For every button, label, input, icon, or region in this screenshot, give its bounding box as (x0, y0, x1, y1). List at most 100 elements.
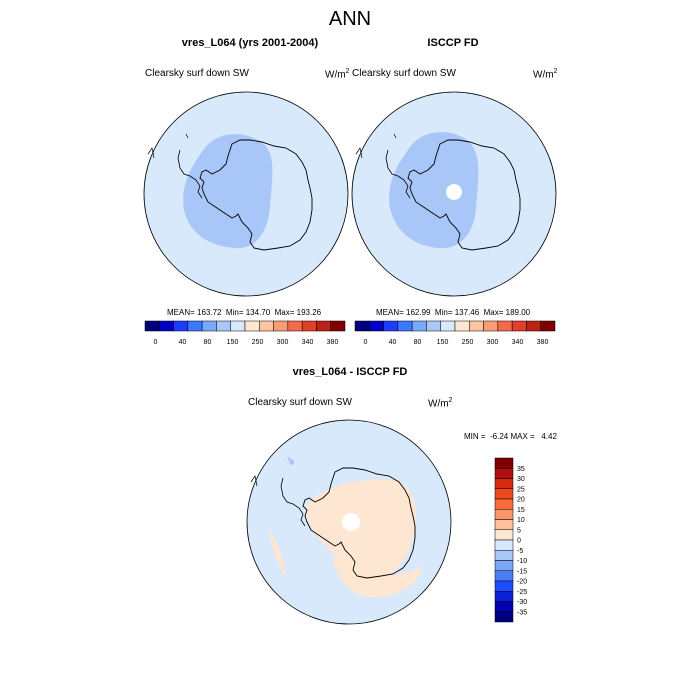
colorbar-2-swatch (411, 320, 427, 332)
colorbar-1-swatch (301, 320, 317, 332)
colorbar-3-tick-label: -25 (517, 589, 527, 596)
panel-2-variable-label: Clearsky surf down SW (352, 68, 456, 79)
panel-2-title: ISCCP FD (427, 37, 479, 49)
colorbar-3-swatch (494, 570, 514, 582)
panel-1-title: vres_L064 (yrs 2001-2004) (181, 37, 319, 49)
colorbar-1-tick-label: 150 (227, 339, 239, 346)
colorbar-2-swatch (526, 320, 541, 332)
map-2-polar-gap (446, 184, 462, 200)
colorbar-3-swatch (494, 478, 514, 489)
panel-3-title: vres_L064 - ISCCP FD (292, 366, 408, 378)
colorbar-3-swatch (494, 611, 514, 623)
panel-2-stats: MEAN= 162.99 Min= 137.46 Max= 189.00 (376, 308, 531, 317)
colorbar-3-swatch (494, 509, 514, 520)
colorbar-1-tick-label: 340 (302, 339, 314, 346)
colorbar-1-swatch (173, 320, 189, 332)
colorbar-1: 0 40 80 150 250 300 340 380 (144, 320, 346, 346)
colorbar-3-tick-label: 30 (517, 476, 525, 483)
panel-1-variable-label: Clearsky surf down SW (145, 68, 249, 79)
map-3-polar-gap (342, 513, 360, 531)
map-3-positive-anomaly-continent (305, 479, 417, 578)
colorbar-3-tick-label: -10 (517, 558, 527, 565)
map-2-south-america-tip (355, 147, 363, 159)
colorbar-3-swatch (494, 539, 514, 551)
map-1-interior-band (183, 134, 273, 249)
colorbar-2-tick-label: 40 (389, 339, 397, 346)
map-3-negative-anomaly (287, 456, 295, 466)
colorbar-3-tick-label: 25 (517, 486, 525, 493)
colorbar-1-swatch (244, 320, 260, 332)
colorbar-1-swatch (230, 320, 246, 332)
colorbar-2-swatch (469, 320, 484, 332)
colorbar-2-tick-label: 340 (512, 339, 524, 346)
colorbar-3-tick-label: 0 (517, 538, 521, 545)
colorbar-1-tick-label: 0 (154, 339, 158, 346)
colorbar-3-swatch (494, 457, 514, 469)
colorbar-1-swatch (159, 320, 174, 332)
panel-3-unit: W/m2 (428, 397, 453, 410)
colorbar-3-tick-label: -30 (517, 599, 527, 606)
colorbar-1-tick-label: 250 (252, 339, 264, 346)
panel-3-stats: MIN = -6.24 MAX = 4.42 (464, 432, 557, 441)
colorbar-2-tick-label: 80 (414, 339, 422, 346)
map-1-antarctica-coastline (199, 139, 313, 251)
colorbar-2-tick-label: 300 (487, 339, 499, 346)
colorbar-1-tick-label: 380 (327, 339, 339, 346)
colorbar-3-tick-label: 20 (517, 497, 525, 504)
colorbar-2-tick-label: 0 (364, 339, 368, 346)
panel-2-unit: W/m2 (533, 68, 558, 81)
colorbar-1-tick-label: 300 (277, 339, 289, 346)
page-title: ANN (328, 8, 372, 30)
colorbar-1-swatch (273, 320, 289, 332)
colorbar-2-swatch (540, 320, 556, 332)
colorbar-3-swatch (494, 488, 514, 500)
colorbar-1-swatch (216, 320, 231, 332)
colorbar-3-swatch (494, 529, 514, 541)
colorbar-2: 0 40 80 150 250 300 340 380 (354, 320, 556, 346)
colorbar-1-swatch (144, 320, 160, 332)
map-2 (351, 91, 557, 297)
panel-1-stats: MEAN= 163.72 Min= 134.70 Max= 193.26 (167, 308, 322, 317)
colorbar-2-tick-label: 250 (462, 339, 474, 346)
colorbar-2-swatch (497, 320, 513, 332)
map-3-positive-anomaly-west (269, 532, 287, 576)
colorbar-2-swatch (383, 320, 399, 332)
map-3-antarctica-coastline (302, 467, 416, 579)
colorbar-3-swatch (494, 468, 514, 479)
colorbar-2-swatch (511, 320, 527, 332)
map-1-island (185, 133, 189, 139)
colorbar-3-tick-label: -35 (517, 609, 527, 616)
map-1-south-america-tip (147, 147, 155, 159)
map-1 (143, 91, 349, 297)
colorbar-1-swatch (201, 320, 217, 332)
map-1-peninsula-outline (177, 149, 203, 199)
colorbar-3-swatch (494, 498, 514, 510)
colorbar-1-swatch (287, 320, 303, 332)
colorbar-3-tick-label: -5 (517, 548, 523, 555)
colorbar-3-swatch (494, 560, 514, 571)
colorbar-3-tick-label: 15 (517, 507, 525, 514)
colorbar-3-tick-label: 5 (517, 527, 521, 534)
map-2-island (393, 133, 397, 139)
colorbar-2-swatch (369, 320, 384, 332)
colorbar-2-swatch (426, 320, 441, 332)
colorbar-3-tick-label: -20 (517, 579, 527, 586)
colorbar-2-swatch (483, 320, 499, 332)
map-3-south-america-tip (250, 475, 258, 487)
colorbar-3-swatch (494, 519, 514, 530)
map-3 (246, 419, 452, 625)
colorbar-1-swatch (259, 320, 274, 332)
map-2-antarctica-coastline (407, 139, 521, 251)
colorbar-2-swatch (397, 320, 413, 332)
panel-3-variable-label: Clearsky surf down SW (248, 397, 352, 408)
colorbar-3-swatch (494, 601, 514, 612)
colorbar-1-tick-label: 80 (204, 339, 212, 346)
colorbar-1-swatch (330, 320, 346, 332)
map-2-peninsula-outline (385, 149, 411, 199)
colorbar-1-swatch (316, 320, 331, 332)
panel-1-unit: W/m2 (325, 68, 350, 81)
colorbar-3-swatch (494, 591, 514, 602)
colorbar-1-tick-label: 40 (179, 339, 187, 346)
colorbar-2-tick-label: 150 (437, 339, 449, 346)
colorbar-3-tick-label: 35 (517, 466, 525, 473)
